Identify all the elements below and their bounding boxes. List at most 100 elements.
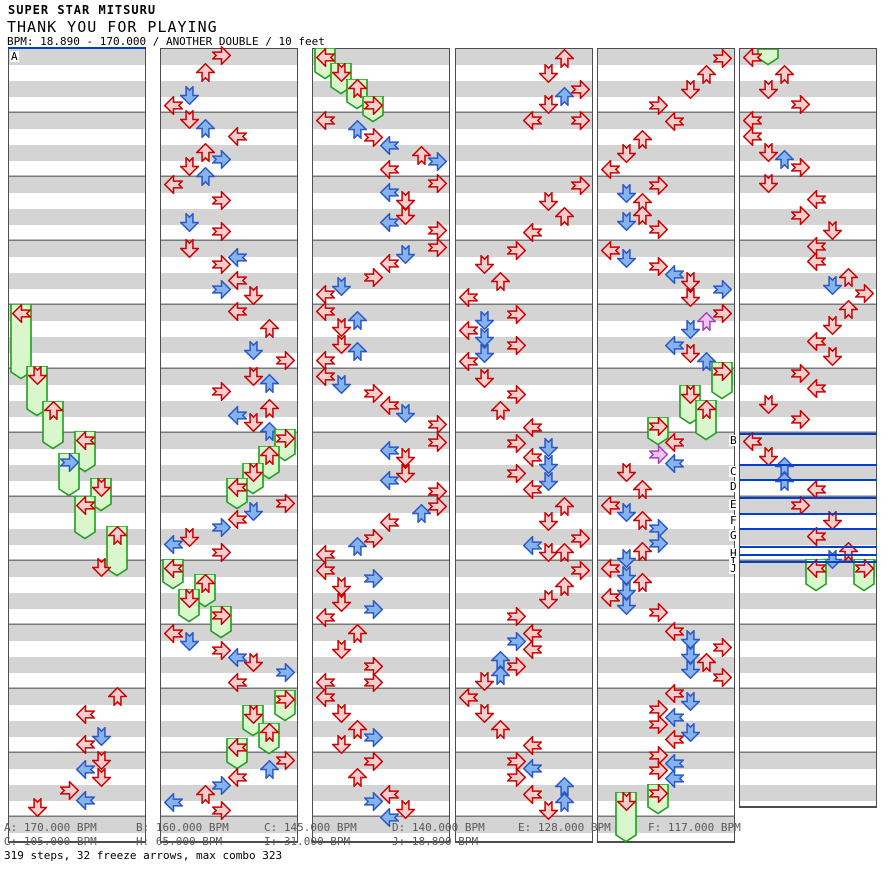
- arrow-right-icon: [363, 599, 383, 619]
- arrow-up-icon: [347, 536, 367, 556]
- arrow-up-icon: [554, 792, 574, 812]
- arrow-left-icon: [315, 687, 335, 707]
- bpm-change-label-G: G: [729, 529, 738, 542]
- arrow-right-icon: [211, 221, 231, 241]
- arrow-down-icon: [179, 85, 199, 105]
- arrow-down-icon: [243, 652, 263, 672]
- arrow-down-icon: [27, 365, 47, 385]
- arrow-right-icon: [506, 433, 526, 453]
- arrow-up-icon: [347, 341, 367, 361]
- song-title: SUPER STAR MITSURU: [8, 3, 157, 17]
- arrow-up-icon: [259, 445, 279, 465]
- arrow-up-icon: [774, 471, 794, 491]
- arrow-down-icon: [616, 791, 636, 811]
- arrow-up-icon: [195, 166, 215, 186]
- bpm-change-line-A: [8, 47, 146, 49]
- bpm-legend-item: C: 145.000 BPM: [264, 821, 357, 834]
- bpm-change-label-H: H: [729, 547, 738, 560]
- arrow-right-icon: [363, 528, 383, 548]
- arrow-up-icon: [554, 776, 574, 796]
- arrow-left-icon: [227, 509, 247, 529]
- arrow-left-icon: [664, 621, 684, 641]
- arrow-up-icon: [632, 205, 652, 225]
- arrow-down-icon: [179, 109, 199, 129]
- arrow-right-icon: [790, 205, 810, 225]
- measure-column-4: [455, 48, 593, 843]
- arrow-right-icon: [790, 363, 810, 383]
- arrow-left-icon: [379, 512, 399, 532]
- arrow-right-icon: [211, 149, 231, 169]
- arrow-down-icon: [331, 276, 351, 296]
- arrow-right-icon: [712, 48, 732, 68]
- arrow-left-icon: [315, 366, 335, 386]
- arrow-left-icon: [379, 807, 399, 827]
- arrow-left-icon: [315, 544, 335, 564]
- arrow-down-icon: [538, 511, 558, 531]
- bpm-change-label-B: B: [729, 434, 738, 447]
- arrow-down-icon: [395, 205, 415, 225]
- arrow-right-icon: [506, 656, 526, 676]
- arrow-left-icon: [522, 535, 542, 555]
- arrow-left-icon: [227, 767, 247, 787]
- arrow-right-icon: [506, 384, 526, 404]
- arrow-left-icon: [379, 159, 399, 179]
- arrow-left-icon: [379, 135, 399, 155]
- arrow-down-icon: [680, 343, 700, 363]
- arrow-up-icon: [774, 64, 794, 84]
- arrow-up-icon: [838, 299, 858, 319]
- arrow-right-icon: [570, 560, 590, 580]
- arrow-right-icon: [506, 631, 526, 651]
- arrow-down-icon: [616, 580, 636, 600]
- arrow-left-icon: [11, 303, 31, 323]
- arrow-down-icon: [179, 527, 199, 547]
- arrow-up-icon: [696, 351, 716, 371]
- arrow-up-icon: [107, 686, 127, 706]
- bpm-legend-item: J: 18.890 BPM: [392, 835, 479, 848]
- arrow-down-icon: [822, 220, 842, 240]
- freeze-arrow-tail: [10, 303, 32, 380]
- arrow-left-icon: [379, 182, 399, 202]
- arrow-down-icon: [680, 384, 700, 404]
- arrow-left-icon: [315, 350, 335, 370]
- bpm-change-label-E: E: [729, 498, 738, 511]
- arrow-right-icon: [363, 791, 383, 811]
- arrow-right-icon: [648, 533, 668, 553]
- arrow-down-icon: [243, 285, 263, 305]
- arrow-down-icon: [538, 63, 558, 83]
- arrow-up-icon: [259, 373, 279, 393]
- bpm-change-line-F: [739, 513, 877, 515]
- arrow-left-icon: [664, 768, 684, 788]
- arrow-right-icon: [648, 175, 668, 195]
- bpm-change-line-G: [739, 528, 877, 530]
- arrow-right-icon: [712, 279, 732, 299]
- arrow-down-icon: [331, 734, 351, 754]
- bpm-legend-item: B: 160.000 BPM: [136, 821, 229, 834]
- arrow-right-icon: [59, 452, 79, 472]
- arrow-right-icon: [712, 361, 732, 381]
- freeze-arrow-tail: [42, 400, 64, 450]
- arrow-left-icon: [227, 126, 247, 146]
- arrow-left-icon: [315, 284, 335, 304]
- arrow-left-icon: [75, 734, 95, 754]
- arrow-up-icon: [411, 503, 431, 523]
- arrow-up-icon: [696, 64, 716, 84]
- arrow-down-icon: [758, 79, 778, 99]
- bpm-change-line-D: [739, 479, 877, 481]
- arrow-right-icon: [712, 303, 732, 323]
- arrow-down-icon: [616, 143, 636, 163]
- arrow-down-icon: [91, 726, 111, 746]
- arrow-right-icon: [790, 157, 810, 177]
- arrow-left-icon: [163, 792, 183, 812]
- arrow-left-icon: [522, 222, 542, 242]
- arrow-right-icon: [211, 190, 231, 210]
- arrow-right-icon: [648, 760, 668, 780]
- arrow-left-icon: [227, 477, 247, 497]
- arrow-right-icon: [363, 751, 383, 771]
- arrow-left-icon: [522, 735, 542, 755]
- arrow-left-icon: [522, 110, 542, 130]
- arrow-down-icon: [243, 501, 263, 521]
- arrow-down-icon: [616, 248, 636, 268]
- arrow-right-icon: [211, 605, 231, 625]
- arrow-left-icon: [458, 320, 478, 340]
- arrow-down-icon: [538, 589, 558, 609]
